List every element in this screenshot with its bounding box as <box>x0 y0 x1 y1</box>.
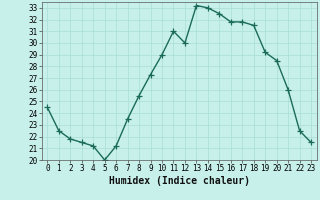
X-axis label: Humidex (Indice chaleur): Humidex (Indice chaleur) <box>109 176 250 186</box>
